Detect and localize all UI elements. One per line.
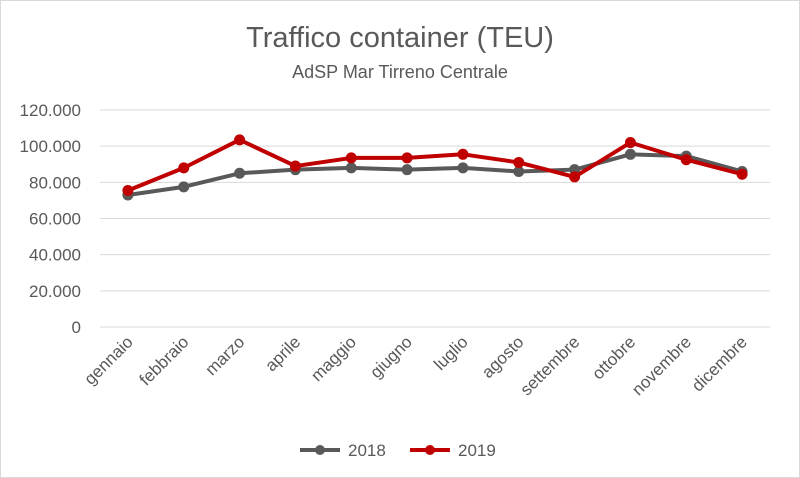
x-tick-label: giugno — [366, 332, 416, 382]
data-point-2018 — [234, 167, 246, 179]
legend-swatch-marker — [315, 445, 325, 455]
x-tick-label: agosto — [478, 332, 528, 382]
gridlines — [100, 109, 770, 328]
legend-label: 2018 — [348, 441, 386, 460]
series-line-2018 — [125, 152, 745, 197]
legend-label: 2019 — [458, 441, 496, 460]
x-tick-label: novembre — [628, 332, 695, 399]
data-point-2019 — [178, 162, 190, 174]
data-point-2018 — [401, 164, 413, 176]
data-point-2019 — [345, 152, 357, 164]
data-point-2019 — [401, 152, 413, 164]
series-line-2019 — [125, 137, 745, 193]
data-point-2018 — [624, 148, 636, 160]
data-point-2019 — [122, 184, 134, 196]
x-tick-label: gennaio — [81, 332, 137, 388]
series-lines — [122, 134, 748, 201]
y-tick-label: 120.000 — [20, 101, 81, 120]
y-tick-label: 80.000 — [29, 173, 81, 192]
x-tick-label: febbraio — [136, 332, 193, 389]
data-point-2018 — [513, 165, 525, 177]
legend: 2018 2019 — [300, 441, 496, 460]
data-point-2019 — [569, 171, 581, 183]
x-tick-label: aprile — [261, 332, 304, 375]
x-tick-label: settembre — [517, 332, 584, 399]
y-tick-label: 20.000 — [29, 282, 81, 301]
chart-title: Traffico container (TEU) — [246, 22, 554, 54]
data-point-2019 — [234, 134, 246, 146]
data-point-2018 — [457, 162, 469, 174]
data-point-2019 — [680, 154, 692, 166]
data-point-2019 — [736, 168, 748, 180]
data-point-2019 — [457, 148, 469, 160]
data-point-2018 — [345, 162, 357, 174]
x-tick-label: marzo — [202, 332, 249, 379]
data-point-2018 — [178, 181, 190, 193]
y-tick-label: 100.000 — [20, 137, 81, 156]
y-axis-tick-labels: 0 20.000 40.000 60.000 80.000 100.000 120.000 — [20, 101, 81, 337]
chart-subtitle: AdSP Mar Tirreno Centrale — [292, 62, 508, 82]
data-point-2019 — [624, 137, 636, 149]
y-tick-label: 40.000 — [29, 246, 81, 265]
x-tick-label: ottobre — [588, 332, 639, 383]
y-tick-label: 60.000 — [29, 210, 81, 229]
data-point-2019 — [289, 160, 301, 172]
data-point-2019 — [513, 156, 525, 168]
y-tick-label: 0 — [72, 318, 81, 337]
x-tick-label: maggio — [307, 332, 360, 385]
x-tick-label: luglio — [430, 332, 472, 374]
legend-swatch-marker — [425, 445, 435, 455]
x-tick-label: dicembre — [688, 332, 751, 395]
